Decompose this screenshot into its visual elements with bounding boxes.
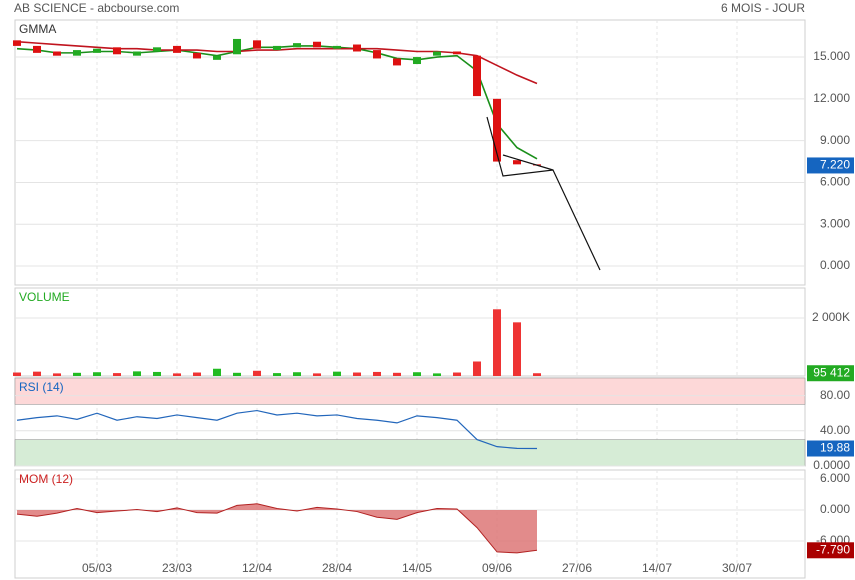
candle-body xyxy=(173,45,181,53)
y-tick-label: 6.000 xyxy=(820,175,850,189)
panel-title: GMMA xyxy=(19,22,56,36)
x-tick-label: 30/07 xyxy=(722,561,752,575)
volume-bar xyxy=(533,373,541,376)
trend-line xyxy=(502,154,554,171)
period: 6 MOIS - JOUR xyxy=(721,1,805,15)
last-value-label: 95 412 xyxy=(813,365,850,379)
candle-body xyxy=(393,58,401,66)
last-value-label: 19.88 xyxy=(820,441,850,455)
volume-bar xyxy=(153,371,161,376)
y-tick-label: 0.000 xyxy=(820,258,850,272)
zone xyxy=(14,377,806,405)
candle-body xyxy=(453,51,461,55)
last-value-box xyxy=(807,157,854,174)
last-value-box xyxy=(807,440,854,457)
candle-body xyxy=(293,43,301,48)
candle-body xyxy=(313,41,321,48)
candle-body xyxy=(153,47,161,52)
zone xyxy=(14,439,806,467)
x-tick-label: 23/03 xyxy=(162,561,192,575)
y-tick-label: 0.0000 xyxy=(813,458,850,472)
candle-body xyxy=(353,44,361,52)
x-tick-label: 27/06 xyxy=(562,561,592,575)
panel-frame xyxy=(14,19,806,286)
y-tick-label: 6.000 xyxy=(820,471,850,485)
volume-bar xyxy=(393,372,401,376)
volume-bar xyxy=(113,373,121,376)
candle-body xyxy=(253,40,261,49)
last-value-box xyxy=(807,542,854,559)
chart-title: AB SCIENCE - abcbourse.com xyxy=(14,1,179,15)
x-tick-label: 09/06 xyxy=(482,561,512,575)
y-tick-label: 2 000K xyxy=(812,310,850,324)
x-tick-label: 14/05 xyxy=(402,561,432,575)
volume-bar xyxy=(33,371,41,376)
volume-bar xyxy=(353,372,361,376)
candle-body xyxy=(473,55,481,97)
candle-body xyxy=(213,55,221,60)
volume-bar xyxy=(93,372,101,376)
candle-body xyxy=(493,98,501,162)
y-tick-label: 15.000 xyxy=(813,49,850,63)
volume-bar xyxy=(73,372,81,376)
volume-bar xyxy=(433,373,441,376)
y-tick-label: 9.000 xyxy=(820,133,850,147)
y-tick-label: 80.00 xyxy=(820,388,850,402)
candle-body xyxy=(433,51,441,56)
candle-body xyxy=(73,50,81,56)
y-tick-label: 0.000 xyxy=(820,502,850,516)
volume-bar xyxy=(293,372,301,376)
x-tick-label: 28/04 xyxy=(322,561,352,575)
candle-body xyxy=(113,47,121,55)
candle-body xyxy=(233,38,241,55)
candle-body xyxy=(13,40,21,46)
x-tick-label: 05/03 xyxy=(82,561,112,575)
y-tick-label: 40.00 xyxy=(820,423,850,437)
volume-bar xyxy=(133,371,141,376)
candle-body xyxy=(93,48,101,53)
mom-line xyxy=(16,503,538,554)
volume-bar xyxy=(173,373,181,376)
volume-bar xyxy=(253,370,261,376)
candle-body xyxy=(193,52,201,59)
moving-average xyxy=(16,45,538,160)
candle-body xyxy=(413,57,421,65)
volume-bar xyxy=(273,373,281,376)
volume-bar xyxy=(13,372,21,376)
volume-bar xyxy=(313,373,321,376)
panel-title: RSI (14) xyxy=(19,380,64,394)
x-tick-label: 14/07 xyxy=(642,561,672,575)
rsi-line xyxy=(16,409,538,450)
volume-bar xyxy=(493,309,501,376)
candle-body xyxy=(133,51,141,56)
x-tick-label: 12/04 xyxy=(242,561,272,575)
trend-line xyxy=(486,116,601,271)
candle-body xyxy=(333,45,341,49)
panel-frame xyxy=(14,469,806,579)
last-value-label: 7.220 xyxy=(820,158,850,172)
volume-bar xyxy=(233,372,241,376)
y-tick-label: 3.000 xyxy=(820,216,850,230)
volume-bar xyxy=(473,361,481,376)
volume-bar xyxy=(413,372,421,376)
last-value-label: -7.790 xyxy=(816,542,850,556)
candle-body xyxy=(373,50,381,59)
volume-bar xyxy=(373,371,381,376)
candle-body xyxy=(33,45,41,53)
volume-bar xyxy=(513,322,521,376)
volume-bar xyxy=(53,373,61,376)
volume-bar xyxy=(453,372,461,376)
candle-body xyxy=(273,45,281,51)
volume-bar xyxy=(213,368,221,376)
panel-title: MOM (12) xyxy=(19,472,73,486)
candle-body xyxy=(513,160,521,165)
volume-bar xyxy=(193,372,201,376)
volume-bar xyxy=(333,371,341,376)
panel-frame xyxy=(14,287,806,377)
panel-title: VOLUME xyxy=(19,290,70,304)
candle-body xyxy=(53,51,61,56)
last-value-box xyxy=(807,365,854,382)
y-tick-label: 12.000 xyxy=(813,91,850,105)
